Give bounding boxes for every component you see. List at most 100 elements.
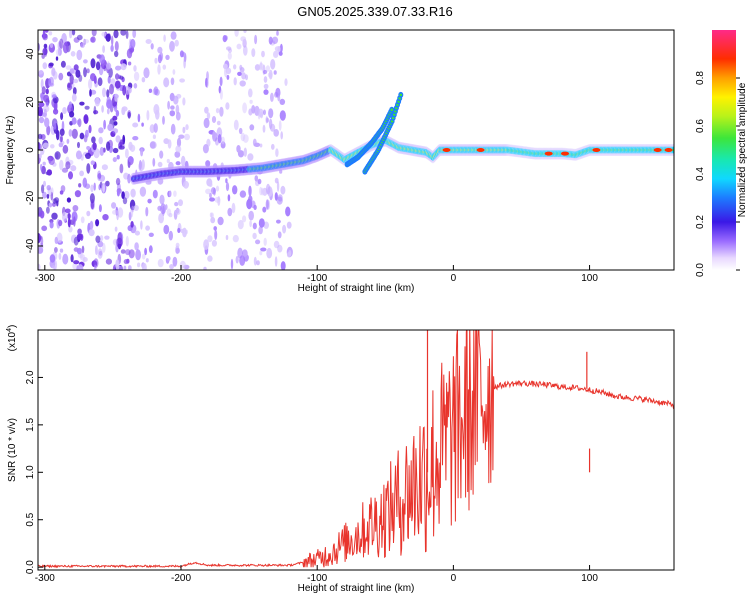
noise-blob bbox=[101, 105, 104, 113]
noise-blob bbox=[177, 227, 181, 233]
noise-blob bbox=[225, 178, 228, 184]
noise-blob bbox=[54, 197, 60, 204]
noise-blob bbox=[111, 202, 117, 209]
noise-blob bbox=[60, 134, 63, 143]
noise-blob bbox=[279, 110, 286, 121]
noise-blob bbox=[224, 35, 228, 41]
noise-blob bbox=[89, 89, 92, 97]
noise-blob bbox=[266, 117, 269, 123]
noise-blob bbox=[223, 63, 228, 70]
noise-blob bbox=[141, 159, 145, 170]
spectrogram-y-label: Frequency (Hz) bbox=[5, 116, 16, 185]
ridge-max bbox=[592, 148, 601, 152]
noise-blob bbox=[168, 190, 172, 197]
noise-blob bbox=[258, 218, 265, 228]
noise-blob bbox=[227, 194, 231, 202]
noise-blob bbox=[117, 232, 123, 244]
noise-blob bbox=[55, 56, 59, 61]
noise-blob bbox=[270, 92, 274, 103]
noise-blob bbox=[226, 74, 230, 80]
snr-series bbox=[38, 330, 674, 569]
noise-blob bbox=[92, 142, 97, 151]
noise-blob bbox=[263, 89, 269, 95]
noise-blob bbox=[280, 185, 286, 195]
noise-blob bbox=[154, 57, 158, 64]
noise-blob bbox=[234, 30, 239, 37]
noise-blob bbox=[125, 249, 131, 256]
noise-blob bbox=[59, 248, 64, 253]
noise-blob bbox=[167, 256, 171, 261]
noise-blob bbox=[105, 258, 112, 265]
noise-blob bbox=[41, 53, 45, 59]
noise-blob bbox=[169, 264, 175, 270]
noise-blob bbox=[252, 232, 257, 240]
noise-blob bbox=[107, 75, 111, 84]
noise-blob bbox=[98, 127, 104, 134]
noise-blob bbox=[166, 208, 172, 216]
noise-blob bbox=[39, 210, 45, 219]
noise-blob bbox=[54, 247, 58, 253]
noise-blob bbox=[243, 147, 247, 157]
noise-blob bbox=[203, 117, 210, 129]
noise-blob bbox=[286, 251, 292, 258]
noise-blob bbox=[140, 148, 144, 157]
noise-blob bbox=[242, 102, 248, 114]
noise-blob bbox=[268, 118, 273, 130]
noise-blob bbox=[273, 50, 279, 59]
noise-blob bbox=[153, 104, 160, 115]
noise-blob bbox=[101, 164, 108, 171]
figure-title: GN05.2025.339.07.33.R16 bbox=[297, 4, 452, 19]
noise-blob bbox=[284, 78, 288, 86]
noise-blob bbox=[85, 129, 89, 138]
noise-blob bbox=[214, 229, 218, 240]
noise-blob bbox=[262, 206, 267, 213]
noise-blob bbox=[157, 258, 164, 268]
noise-blob bbox=[286, 221, 292, 229]
noise-blob bbox=[236, 43, 242, 50]
noise-blob bbox=[46, 125, 51, 136]
noise-blob bbox=[48, 76, 54, 86]
noise-blob bbox=[93, 105, 97, 115]
noise-blob bbox=[175, 145, 182, 153]
noise-blob bbox=[46, 194, 50, 199]
noise-blob bbox=[274, 177, 279, 184]
noise-blob bbox=[271, 36, 279, 44]
noise-blob bbox=[231, 202, 236, 214]
noise-blob bbox=[83, 67, 87, 78]
noise-blob bbox=[203, 239, 210, 251]
noise-blob bbox=[130, 188, 136, 198]
x-tick-label: 0 bbox=[451, 273, 457, 284]
noise-blob bbox=[278, 51, 283, 56]
noise-blob bbox=[183, 180, 189, 189]
noise-blob bbox=[183, 57, 186, 69]
noise-blob bbox=[271, 143, 275, 150]
noise-blob bbox=[54, 236, 58, 244]
noise-blob bbox=[185, 124, 189, 131]
noise-blob bbox=[71, 93, 77, 102]
noise-blob bbox=[174, 39, 179, 47]
noise-blob bbox=[38, 102, 45, 108]
snr-multiplier: (x104) bbox=[6, 325, 18, 352]
noise-blob bbox=[211, 116, 217, 123]
y-tick-label: -20 bbox=[25, 190, 36, 205]
noise-blob bbox=[227, 52, 232, 60]
noise-blob bbox=[148, 232, 154, 237]
noise-blob bbox=[86, 146, 91, 150]
noise-blob bbox=[207, 255, 213, 262]
noise-blob bbox=[276, 30, 279, 36]
noise-blob bbox=[105, 180, 110, 187]
noise-blob bbox=[73, 64, 79, 71]
noise-blob bbox=[75, 69, 81, 78]
noise-blob bbox=[77, 228, 82, 235]
noise-blob bbox=[148, 245, 153, 254]
noise-blob bbox=[225, 235, 229, 240]
noise-blob bbox=[106, 141, 111, 151]
noise-blob bbox=[178, 199, 183, 207]
noise-blob bbox=[76, 119, 81, 126]
noise-blob bbox=[241, 72, 247, 80]
noise-blob bbox=[130, 221, 134, 228]
noise-blob bbox=[263, 109, 266, 116]
noise-blob bbox=[277, 95, 281, 102]
noise-blob bbox=[107, 123, 114, 132]
noise-blob bbox=[251, 48, 256, 58]
